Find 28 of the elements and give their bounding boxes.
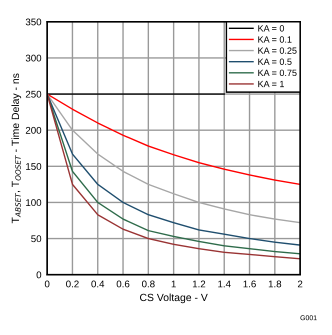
y-axis-title: T$_{ABSET}$, T$_{OOSET}$ - Time Delay - ns: [11, 74, 22, 224]
y-tick-label: 0: [36, 271, 42, 278]
x-tick-label: 0.2: [66, 280, 79, 288]
y-tick-label: 150: [26, 163, 42, 170]
legend-label: KA = 0.1: [258, 36, 292, 43]
x-tick-label: 0.6: [116, 280, 130, 288]
y-tick-label: 250: [26, 90, 42, 98]
legend-label: KA = 0.25: [258, 47, 297, 54]
legend-label: KA = 0.75: [258, 70, 297, 76]
x-tick-label: 1.8: [268, 280, 282, 288]
y-tick-label: 350: [26, 18, 42, 26]
line-series: [47, 93, 300, 186]
x-tick-label: 0.4: [91, 280, 104, 288]
y-tick-label: 300: [26, 54, 42, 62]
legend-label: KA = 0.5: [258, 58, 292, 65]
y-tick-label: 50: [31, 235, 42, 242]
x-tick-label: 0: [44, 280, 50, 288]
x-tick-label: 1.6: [244, 280, 256, 288]
x-tick-label: 1.2: [192, 280, 206, 288]
legend-label: KA = 0: [258, 25, 284, 32]
y-tick-label: 200: [26, 126, 42, 134]
x-tick-label: 1: [172, 280, 176, 288]
y-tick-label: 100: [26, 199, 42, 206]
x-axis-title: CS Voltage - V: [140, 293, 208, 304]
legend-label: KA = 1: [258, 80, 284, 88]
x-tick-label: 0.8: [142, 280, 155, 288]
x-tick-label: 2: [298, 280, 302, 288]
x-tick-label: 1.4: [218, 280, 231, 288]
